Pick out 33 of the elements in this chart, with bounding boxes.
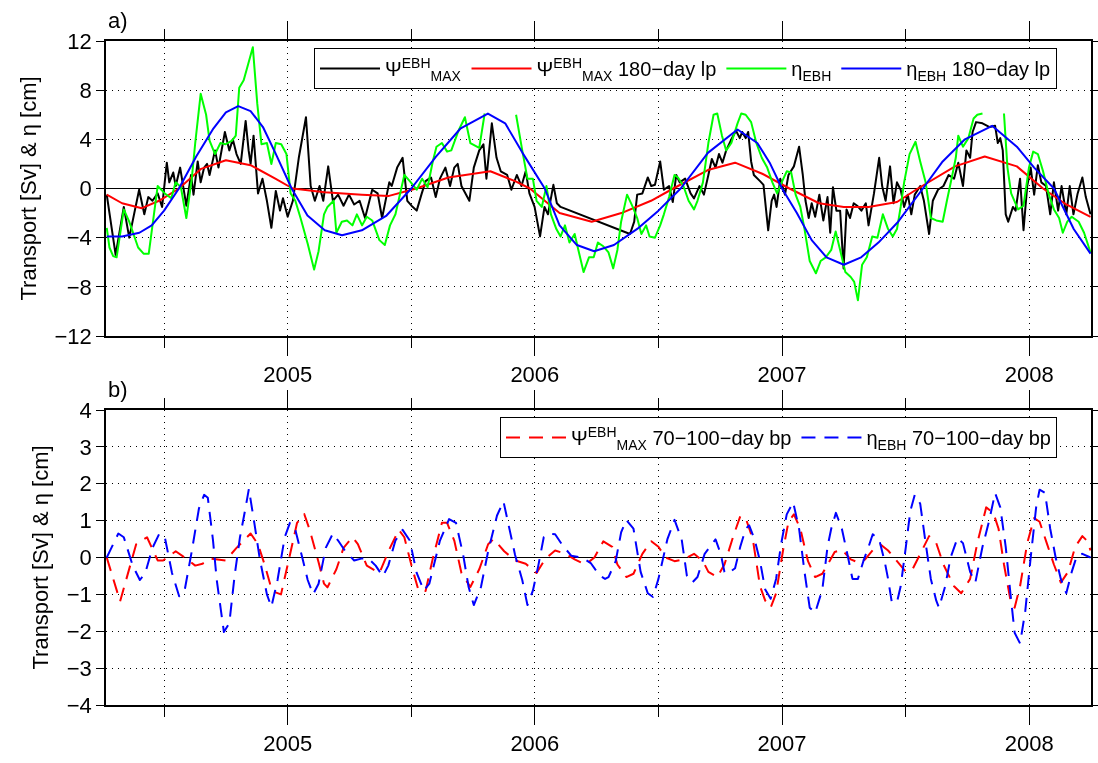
y-tick-label: 12 (67, 28, 92, 54)
y-tick-label: 3 (79, 434, 92, 460)
y-tick-label: 2 (79, 471, 92, 497)
y-axis-title: Transport [Sv] & η [cm] (15, 76, 41, 301)
y-tick-label: 8 (79, 77, 92, 103)
legend-label: Ψ$^{EBH}$$_{MAX}$ 180−day lp (536, 54, 717, 84)
text: a) (108, 8, 128, 33)
x-tick-label: 2007 (757, 731, 807, 757)
y-tick-label: 4 (79, 127, 92, 153)
y-tick-label: 0 (79, 545, 92, 571)
legend-label: η$_{EBH}$ 180−day lp (906, 58, 1051, 84)
y-tick-label: −12 (54, 323, 92, 349)
y-tick-label: −3 (66, 655, 92, 681)
legend-label: η$_{EBH}$ (791, 58, 832, 84)
legend-label: η$_{EBH}$ 70−100−day bp (866, 427, 1051, 453)
y-tick-label: −4 (66, 692, 92, 718)
y-tick-label: −1 (66, 582, 92, 608)
x-tick-label: 2008 (1004, 731, 1054, 757)
x-tick-label: 2006 (510, 362, 560, 388)
y-tick-label: 0 (79, 176, 92, 202)
x-tick-label: 2006 (510, 731, 560, 757)
legend-label: Ψ$^{EBH}$$_{MAX}$ 70−100−day bp (571, 423, 792, 453)
x-tick-label: 2005 (263, 731, 313, 757)
x-tick-label: 2005 (263, 362, 313, 388)
x-tick-label: 2008 (1004, 362, 1054, 388)
y-tick-label: −4 (66, 225, 92, 251)
y-tick-label: 4 (79, 397, 92, 423)
y-tick-label: −8 (66, 274, 92, 300)
x-tick-label: 2007 (757, 362, 807, 388)
text: b) (108, 377, 128, 402)
y-tick-label: −2 (66, 618, 92, 644)
y-tick-label: 1 (79, 508, 92, 534)
y-axis-title: Transport [Sv] & η [cm] (28, 445, 54, 670)
